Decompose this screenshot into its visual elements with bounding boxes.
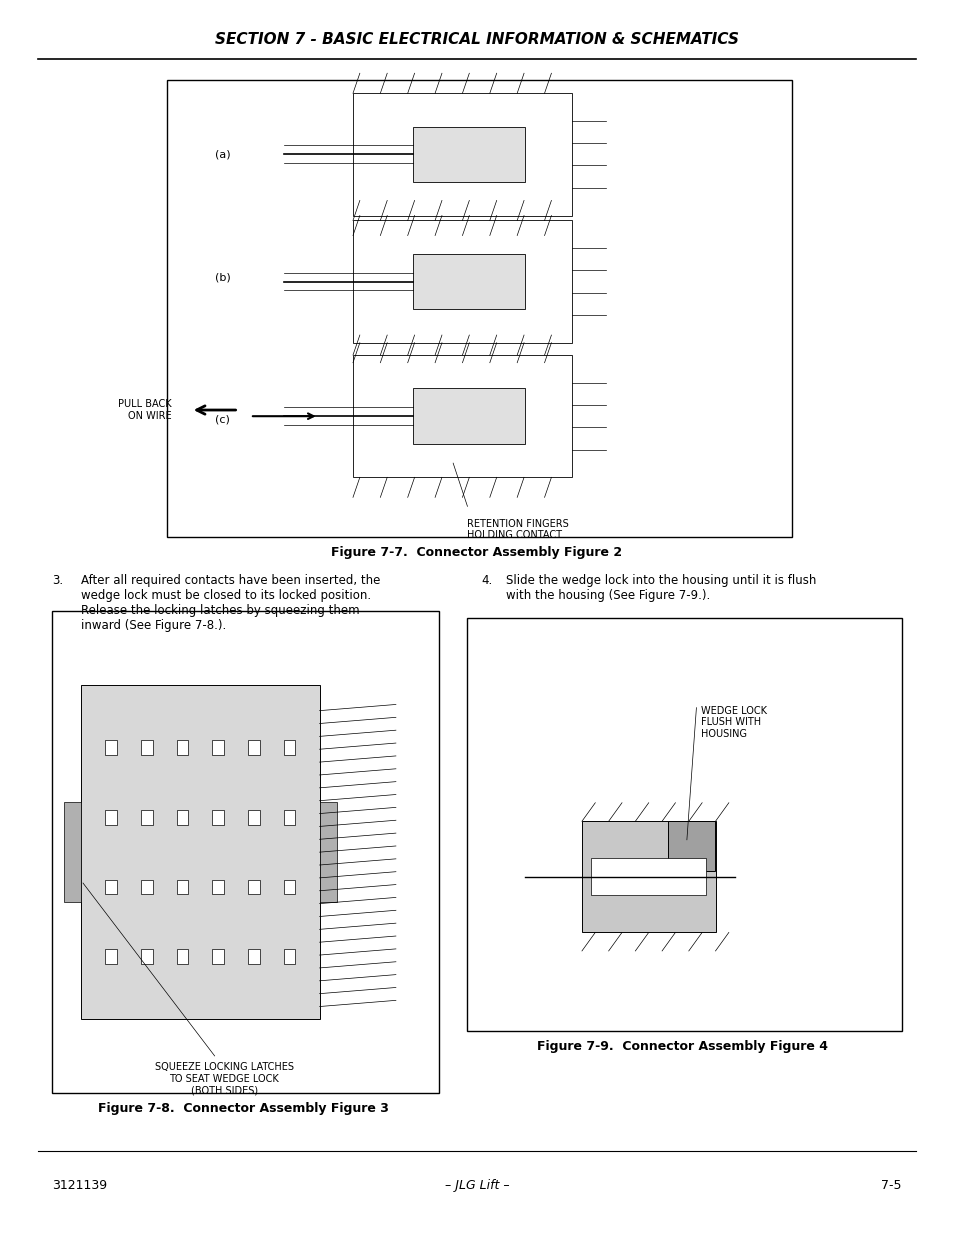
Text: RETENTION FINGERS
HOLDING CONTACT: RETENTION FINGERS HOLDING CONTACT <box>467 519 569 540</box>
Bar <box>105 810 116 825</box>
Bar <box>284 740 295 755</box>
Text: 7-5: 7-5 <box>881 1179 901 1192</box>
Text: – JLG Lift –: – JLG Lift – <box>444 1179 509 1192</box>
Bar <box>413 388 524 445</box>
Text: 4.: 4. <box>481 574 493 588</box>
Bar <box>581 821 715 932</box>
Text: After all required contacts have been inserted, the
wedge lock must be closed to: After all required contacts have been in… <box>81 574 380 632</box>
Bar <box>284 879 295 894</box>
Bar <box>413 126 524 182</box>
Bar <box>667 821 715 871</box>
Bar <box>141 740 152 755</box>
Text: Figure 7-9.  Connector Assembly Figure 4: Figure 7-9. Connector Assembly Figure 4 <box>536 1040 827 1053</box>
Bar <box>141 879 152 894</box>
Bar <box>353 220 572 342</box>
Bar <box>105 950 116 965</box>
Bar <box>64 803 81 903</box>
Text: PULL BACK
ON WIRE: PULL BACK ON WIRE <box>118 399 172 421</box>
Text: (b): (b) <box>214 273 231 283</box>
Bar <box>319 803 336 903</box>
Text: Figure 7-8.  Connector Assembly Figure 3: Figure 7-8. Connector Assembly Figure 3 <box>98 1102 388 1115</box>
Text: SQUEEZE LOCKING LATCHES
TO SEAT WEDGE LOCK
(BOTH SIDES): SQUEEZE LOCKING LATCHES TO SEAT WEDGE LO… <box>154 1062 294 1095</box>
Bar <box>284 810 295 825</box>
Bar <box>213 879 224 894</box>
Bar <box>105 879 116 894</box>
Text: 3.: 3. <box>52 574 64 588</box>
Bar <box>248 740 259 755</box>
Text: Figure 7-7.  Connector Assembly Figure 2: Figure 7-7. Connector Assembly Figure 2 <box>331 546 622 559</box>
Bar <box>81 685 319 1019</box>
Text: (a): (a) <box>214 149 230 159</box>
Bar <box>284 950 295 965</box>
Text: WEDGE LOCK
FLUSH WITH
HOUSING: WEDGE LOCK FLUSH WITH HOUSING <box>700 706 766 739</box>
Text: 3121139: 3121139 <box>52 1179 108 1192</box>
Text: (c): (c) <box>214 415 230 425</box>
Bar <box>176 879 188 894</box>
Bar <box>213 950 224 965</box>
Bar <box>167 80 791 537</box>
Bar <box>591 858 705 895</box>
Bar <box>141 810 152 825</box>
Text: SECTION 7 - BASIC ELECTRICAL INFORMATION & SCHEMATICS: SECTION 7 - BASIC ELECTRICAL INFORMATION… <box>214 32 739 47</box>
Bar <box>105 740 116 755</box>
Bar <box>353 356 572 478</box>
Bar <box>176 950 188 965</box>
Bar <box>353 94 572 215</box>
Bar <box>248 950 259 965</box>
Bar <box>176 740 188 755</box>
Bar <box>52 611 438 1093</box>
Bar <box>248 810 259 825</box>
Bar <box>176 810 188 825</box>
Bar <box>467 618 901 1031</box>
Bar <box>213 810 224 825</box>
Bar <box>248 879 259 894</box>
Bar <box>141 950 152 965</box>
Bar <box>413 253 524 309</box>
Text: Slide the wedge lock into the housing until it is flush
with the housing (See Fi: Slide the wedge lock into the housing un… <box>505 574 815 603</box>
Bar <box>213 740 224 755</box>
